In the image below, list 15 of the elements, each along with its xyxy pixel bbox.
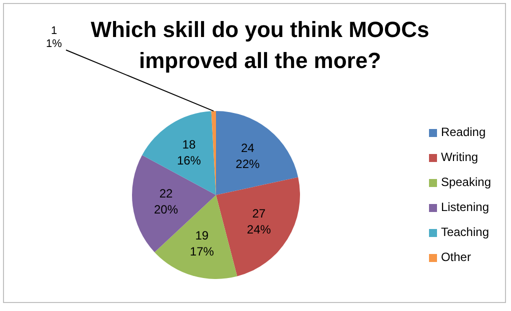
legend-label: Other <box>440 249 471 266</box>
data-label: 27 24% <box>246 206 272 236</box>
data-label: 1 1% <box>46 25 62 50</box>
chart-title: Which skill do you think MOOCs improved all the more? <box>90 16 430 75</box>
legend-label: Listening <box>440 199 489 216</box>
data-label: 24 22% <box>236 140 260 171</box>
legend-label: Writing <box>440 149 478 166</box>
pie-slice <box>216 111 298 195</box>
legend-label: Teaching <box>440 224 489 241</box>
pie-slice <box>216 177 300 276</box>
data-label: 22 20% <box>154 186 178 216</box>
data-label: 19 17% <box>190 228 214 258</box>
legend-label: Reading <box>440 124 486 141</box>
data-label: 18 16% <box>176 137 202 168</box>
legend-label: Speaking <box>440 174 491 191</box>
